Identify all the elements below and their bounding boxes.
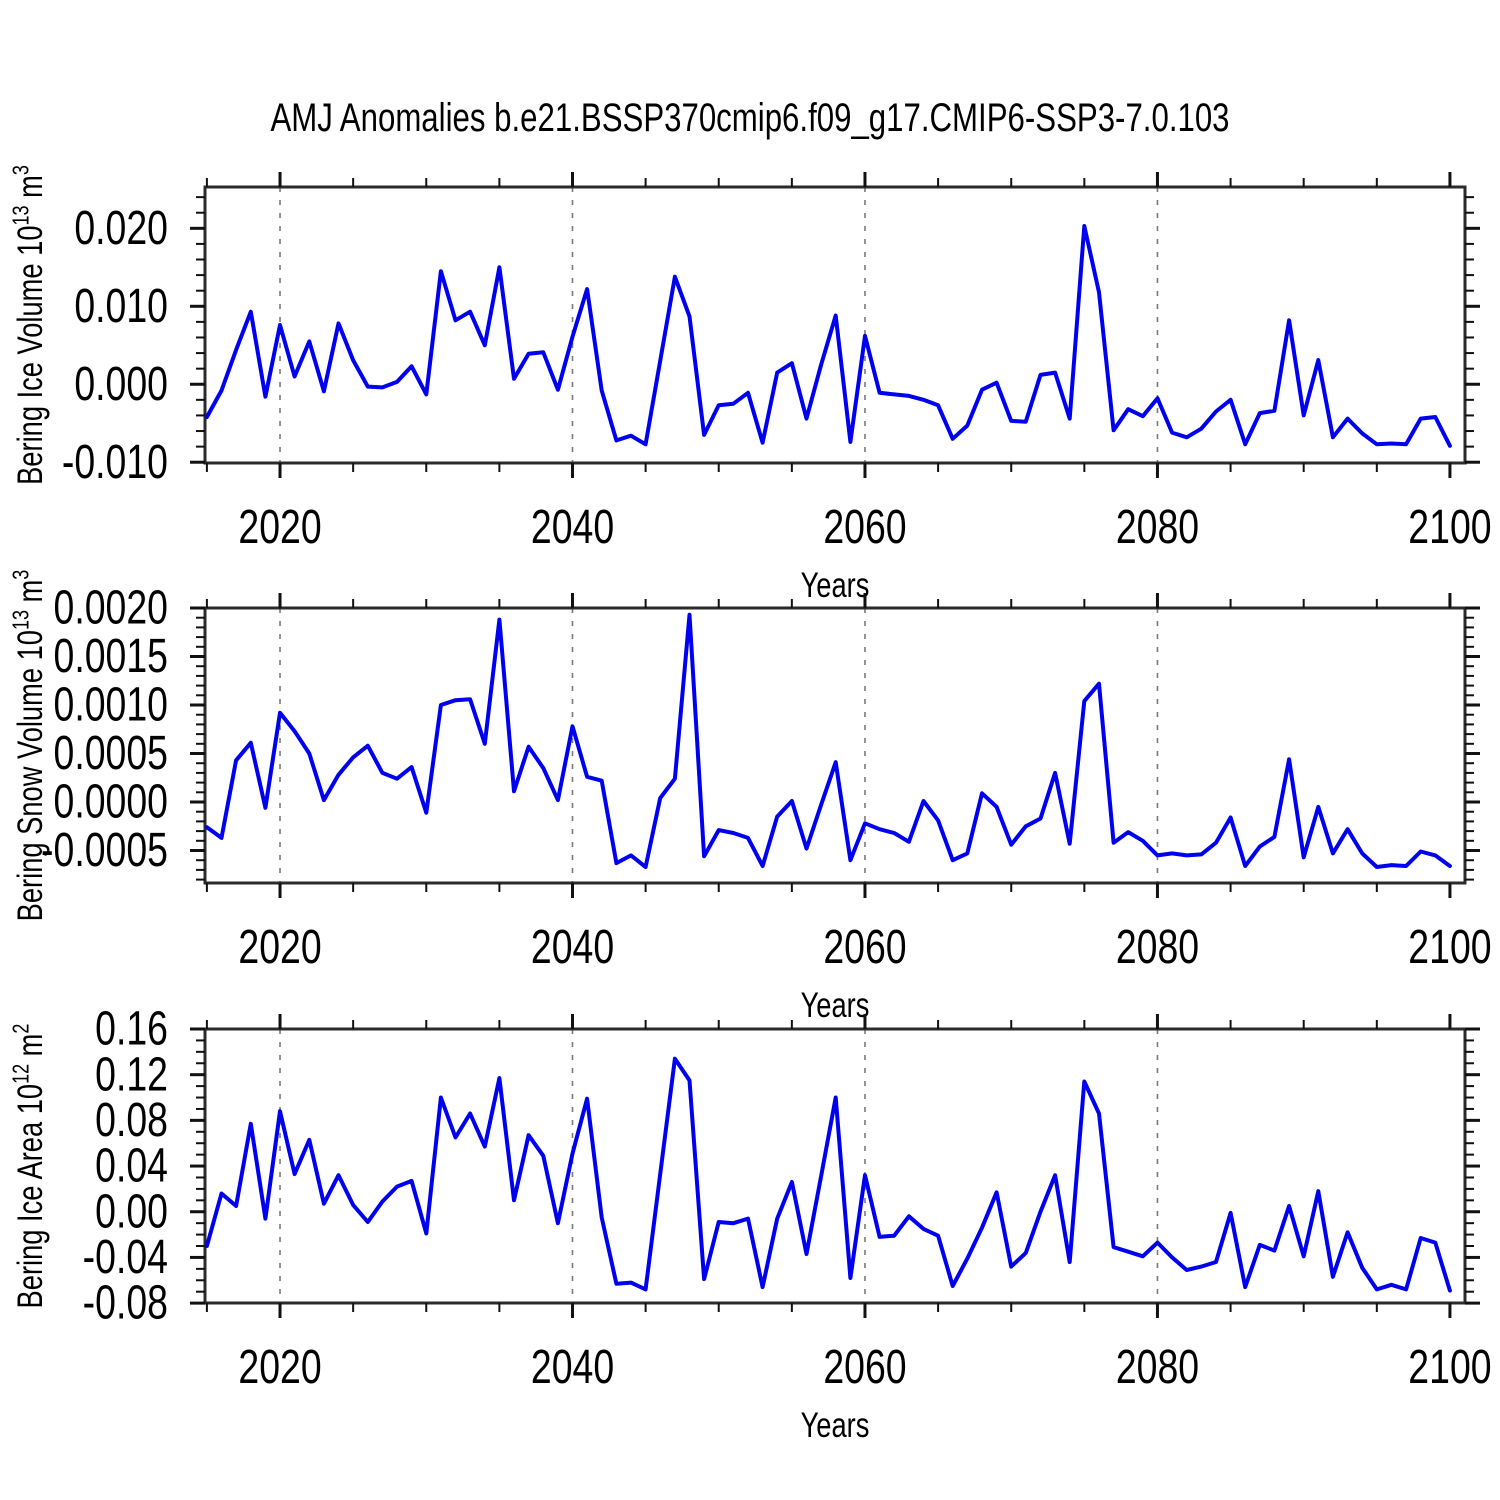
panel-bering-snow-volume: 2020 2040 2060 2080 2100-0.00050.00000.00050…: [9, 570, 1492, 1025]
x-tick-label: 2100: [1408, 921, 1491, 975]
x-tick-label: 2060: [823, 501, 906, 555]
x-tick-label: 2020: [238, 501, 321, 555]
series-line-bering-ice-volume: [204, 224, 1452, 448]
y-tick-label: -0.0005: [41, 824, 168, 878]
y-tick-label: -0.08: [83, 1276, 168, 1330]
y-tick-label: 0.0015: [54, 630, 168, 684]
x-tick-label: 2060: [823, 1341, 906, 1395]
x-tick-label: 2060: [823, 921, 906, 975]
x-axis-title: Years: [801, 1406, 870, 1445]
y-tick-label: 0.000: [74, 357, 168, 411]
series-line-bering-ice-area: [204, 1056, 1452, 1293]
panel-bering-ice-area: 2020 2040 2060 2080 2100-0.08-0.040.000.040.…: [9, 1002, 1492, 1445]
y-tick-label: 0.12: [95, 1048, 168, 1102]
x-tick-label: 2040: [531, 501, 614, 555]
y-axis-title: Bering Snow Volume 1013​ m3​: [9, 570, 50, 922]
x-tick-label: 2080: [1116, 1341, 1199, 1395]
panel-bering-ice-volume: 2020 2040 2060 2080 2100 -0.010 0.000 0.010 0.02…: [9, 165, 1492, 605]
x-tick-label: 2040: [531, 921, 614, 975]
y-axis-title: Bering Ice Volume 1013​ m3​: [9, 165, 50, 485]
chart-title: AMJ Anomalies b.e21.BSSP370cmip6.f09_g17…: [270, 96, 1230, 140]
y-tick-label: 0.010: [74, 280, 168, 334]
x-axis-title: Years: [801, 986, 870, 1025]
x-tick-label: 2080: [1116, 921, 1199, 975]
x-tick-label: 2100: [1408, 501, 1491, 555]
y-tick-label: 0.0000: [54, 775, 168, 829]
x-tick-label: 2040: [531, 1341, 614, 1395]
y-tick-label: 0.0010: [54, 678, 168, 732]
y-tick-label: 0.0020: [54, 581, 168, 635]
x-tick-label: 2080: [1116, 501, 1199, 555]
x-tick-label: 2020: [238, 1341, 321, 1395]
y-tick-label: -0.010: [62, 435, 168, 489]
x-tick-label: 2020: [238, 921, 321, 975]
y-tick-label: 0.0005: [54, 727, 168, 781]
plot-frame: [203, 185, 1467, 465]
y-tick-label: -0.04: [83, 1231, 168, 1285]
y-axis-title: Bering Ice Area 1012​ m2​: [9, 1024, 50, 1309]
series-line-bering-snow-volume: [204, 612, 1452, 869]
y-tick-label: 0.04: [95, 1139, 168, 1193]
x-tick-label: 2100: [1408, 1341, 1491, 1395]
y-tick-label: 0.16: [95, 1002, 168, 1056]
y-tick-label: 0.020: [74, 202, 168, 256]
y-tick-label: 0.08: [95, 1094, 168, 1148]
y-tick-label: 0.00: [95, 1185, 168, 1239]
x-axis-title: Years: [801, 566, 870, 605]
plot-frame: [203, 1027, 1467, 1305]
plot-frame: [203, 606, 1467, 885]
